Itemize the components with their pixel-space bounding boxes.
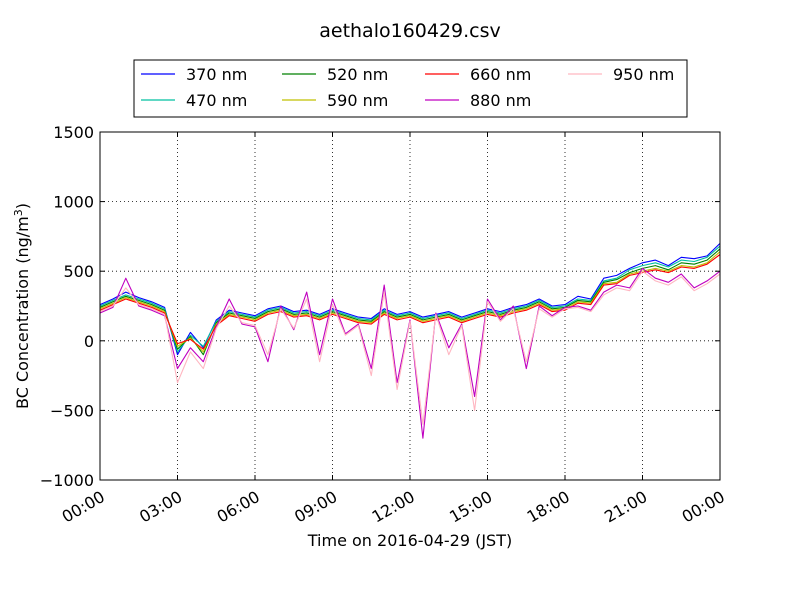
legend-label: 470 nm <box>186 91 247 110</box>
y-axis-title-suffix: ) <box>13 203 32 209</box>
legend-label: 880 nm <box>470 91 531 110</box>
legend-label: 590 nm <box>327 91 388 110</box>
legend-label: 950 nm <box>613 65 674 84</box>
series-line <box>99 245 721 353</box>
x-tick-label: 15:00 <box>446 487 495 527</box>
series-line <box>99 270 721 425</box>
x-tick-label: 03:00 <box>136 487 185 527</box>
y-axis-title: BC Concentration (ng/m3) <box>12 203 33 409</box>
series-line <box>99 267 721 439</box>
x-tick-label: 21:00 <box>601 487 650 527</box>
series-line <box>99 243 721 356</box>
series-line <box>99 248 721 356</box>
y-tick-label: 1500 <box>53 123 94 142</box>
x-tick-label: 00:00 <box>679 487 728 527</box>
x-tick-label: 18:00 <box>524 487 573 527</box>
y-tick-label: 0 <box>84 332 94 351</box>
x-tick-label: 00:00 <box>59 487 108 527</box>
grid <box>100 132 720 480</box>
y-tick-label: −1000 <box>40 471 94 490</box>
legend-label: 370 nm <box>186 65 247 84</box>
series-line <box>99 251 721 353</box>
series-layer <box>99 243 721 439</box>
y-axis-title-main: BC Concentration (ng/m <box>13 216 32 409</box>
legend-frame <box>133 59 688 118</box>
x-tick-label: 06:00 <box>214 487 263 527</box>
ticks: 00:00 03:00 06:00 09:00 12:00 15:00 18:00 21:00… <box>40 123 728 527</box>
y-tick-label: 1000 <box>53 193 94 212</box>
legend: 370 nm 470 nm 520 nm 590 nm 660 nm 880 nm 950 … <box>133 59 688 118</box>
y-axis-title-superscript: 3 <box>12 209 25 216</box>
x-tick-label: 09:00 <box>291 487 340 527</box>
y-tick-label: 500 <box>63 262 94 281</box>
legend-label: 520 nm <box>327 65 388 84</box>
chart-title: aethalo160429.csv <box>319 20 501 42</box>
legend-label: 660 nm <box>470 65 531 84</box>
x-axis-title: Time on 2016-04-29 (JST) <box>307 531 512 550</box>
y-tick-label: −500 <box>50 401 94 420</box>
x-tick-label: 12:00 <box>369 487 418 527</box>
series-line <box>99 254 721 350</box>
